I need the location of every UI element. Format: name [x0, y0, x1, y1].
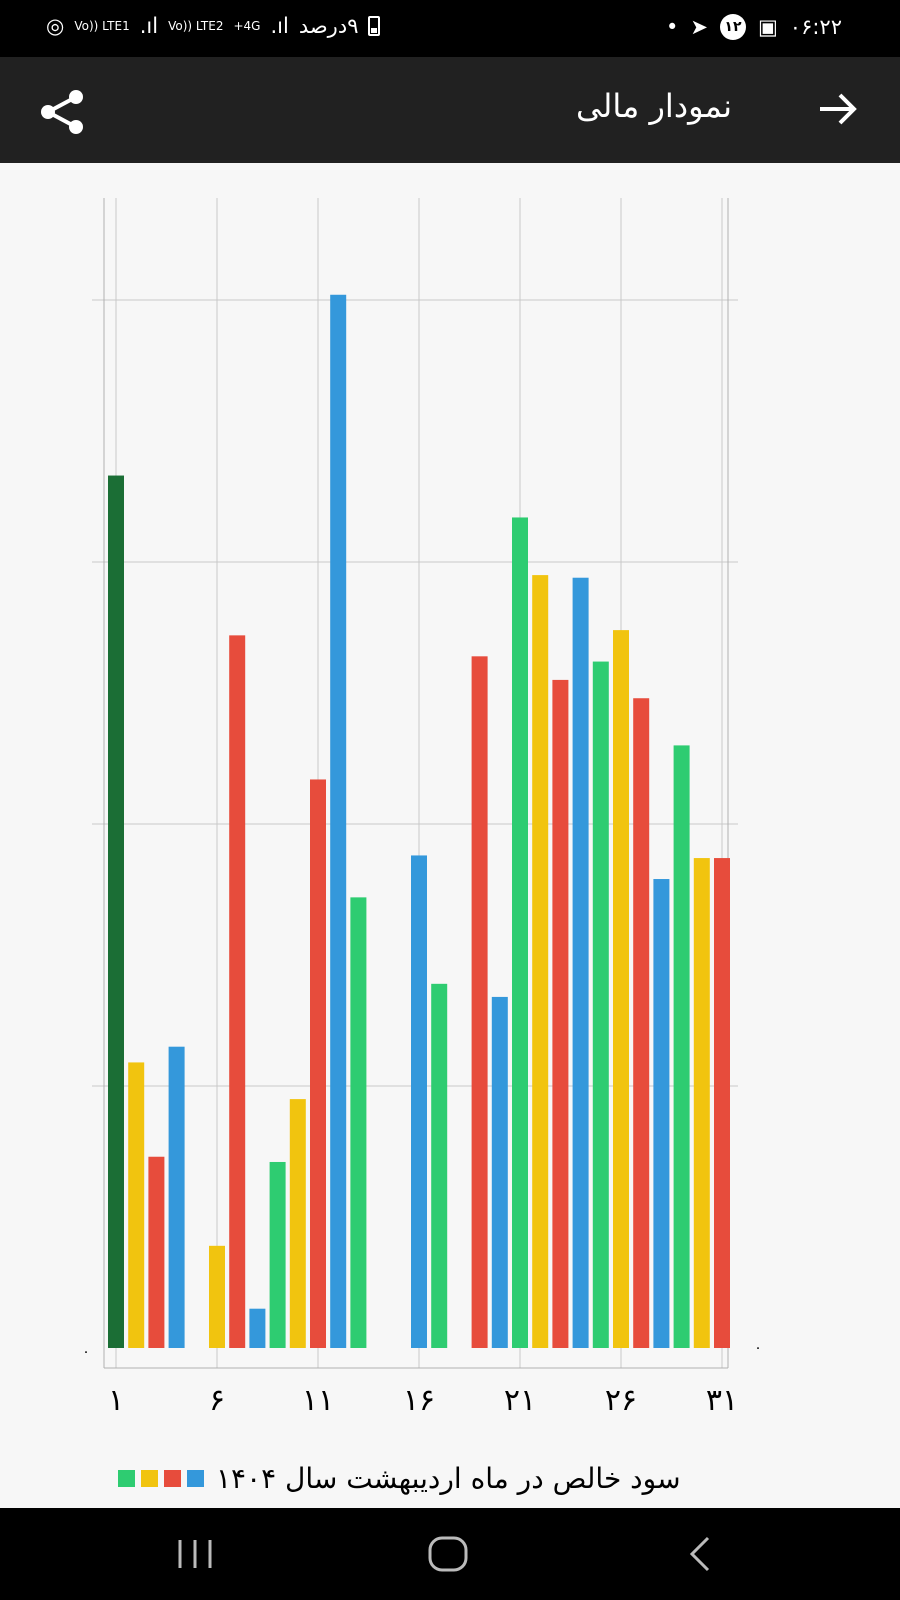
battery-icon [368, 16, 381, 36]
x-tick-label-6: ۲۶ [605, 1383, 637, 1418]
share-icon[interactable] [36, 85, 90, 139]
navigation-bar [0, 1508, 900, 1600]
bar-day-31 [714, 858, 730, 1348]
bar-day-17 [431, 983, 448, 1348]
status-bar: ۹درصد ıl. 4G+ Vo)) LTE2 ıl. Vo)) LTE1 ◎ … [0, 0, 900, 57]
signal-icon-2: ıl. [139, 14, 159, 38]
app-bar: نمودار مالی [0, 57, 900, 163]
bar-day-2 [128, 1062, 145, 1348]
bar-chart: ۱ ۶ ۱۱ ۱۶ ۲۱ ۲۶ ۳۱۰ ۰ [82, 198, 762, 1418]
legend-label: سود خالص در ماه اردیبهشت سال ۱۴۰۴ [216, 1462, 681, 1495]
bar-day-27 [633, 698, 650, 1348]
x-tick-label-4: ۱۶ [403, 1383, 435, 1418]
image-icon: ▣ [757, 15, 778, 39]
bar-day-22 [532, 575, 549, 1348]
bar-day-12 [330, 294, 347, 1348]
status-left: ۹درصد ıl. 4G+ Vo)) LTE2 ıl. Vo)) LTE1 ◎ [46, 14, 381, 38]
bar-day-19 [471, 656, 488, 1348]
bar-day-9 [269, 1161, 286, 1348]
legend: سود خالص در ماه اردیبهشت سال ۱۴۰۴ [118, 1462, 848, 1495]
legend-swatch-green [118, 1470, 135, 1487]
home-icon[interactable] [418, 1530, 478, 1578]
legend-swatch-blue [187, 1470, 204, 1487]
network-lte2: Vo)) LTE2 [168, 18, 224, 33]
network-4g: 4G+ [233, 18, 261, 33]
bar-day-6 [209, 1245, 225, 1348]
bar-day-3 [148, 1156, 165, 1348]
status-time: ۰۶:۲۲ [789, 15, 842, 39]
chart-area: ۱ ۶ ۱۱ ۱۶ ۲۱ ۲۶ ۳۱ ۰ ۰ [0, 163, 900, 1508]
bar-day-7 [229, 635, 246, 1348]
back-arrow-icon[interactable] [816, 87, 860, 131]
telegram-icon: ➤ [690, 15, 708, 39]
status-right: • ➤ ۱۲ ▣ ۰۶:۲۲ [666, 14, 842, 40]
legend-swatch-red [164, 1470, 181, 1487]
bar-day-4 [168, 1046, 185, 1348]
x-tick-label-1: ۱ [108, 1383, 124, 1418]
bar-day-28 [653, 879, 670, 1348]
bar-day-29 [673, 745, 690, 1348]
bar-day-21 [512, 517, 528, 1348]
network-lte1: Vo)) LTE1 [74, 18, 130, 33]
recent-apps-icon[interactable] [165, 1530, 225, 1578]
notification-badge: ۱۲ [719, 14, 746, 40]
bar-day-20 [491, 996, 508, 1348]
x-tick-label-5: ۲۱ [504, 1383, 536, 1418]
bar-day-24 [572, 577, 589, 1348]
bar-day-11 [310, 779, 326, 1348]
x-tick-label-2: ۶ [209, 1383, 225, 1418]
bar-day-13 [350, 897, 367, 1348]
bar-day-10 [289, 1099, 306, 1348]
bar-day-25 [592, 661, 609, 1348]
bar-day-30 [693, 858, 710, 1348]
legend-swatch-yellow [141, 1470, 158, 1487]
dot-icon: • [665, 15, 679, 39]
y-zero-label-left: ۰ [82, 1344, 90, 1360]
hotspot-icon: ◎ [46, 14, 65, 38]
bar-day-23 [552, 679, 569, 1348]
bar-day-1 [108, 475, 124, 1348]
page-title: نمودار مالی [575, 87, 732, 125]
bar-day-16 [411, 855, 427, 1348]
bar-day-8 [249, 1308, 266, 1348]
bar-day-26 [613, 630, 629, 1348]
x-tick-label-7: ۳۱ [706, 1383, 738, 1418]
y-zero-label-right: ۰ [754, 1340, 762, 1356]
battery-text: ۹درصد [298, 14, 359, 38]
x-tick-label-3: ۱۱ [302, 1383, 334, 1418]
signal-icon: ıl. [270, 14, 289, 38]
back-icon[interactable] [670, 1530, 730, 1578]
